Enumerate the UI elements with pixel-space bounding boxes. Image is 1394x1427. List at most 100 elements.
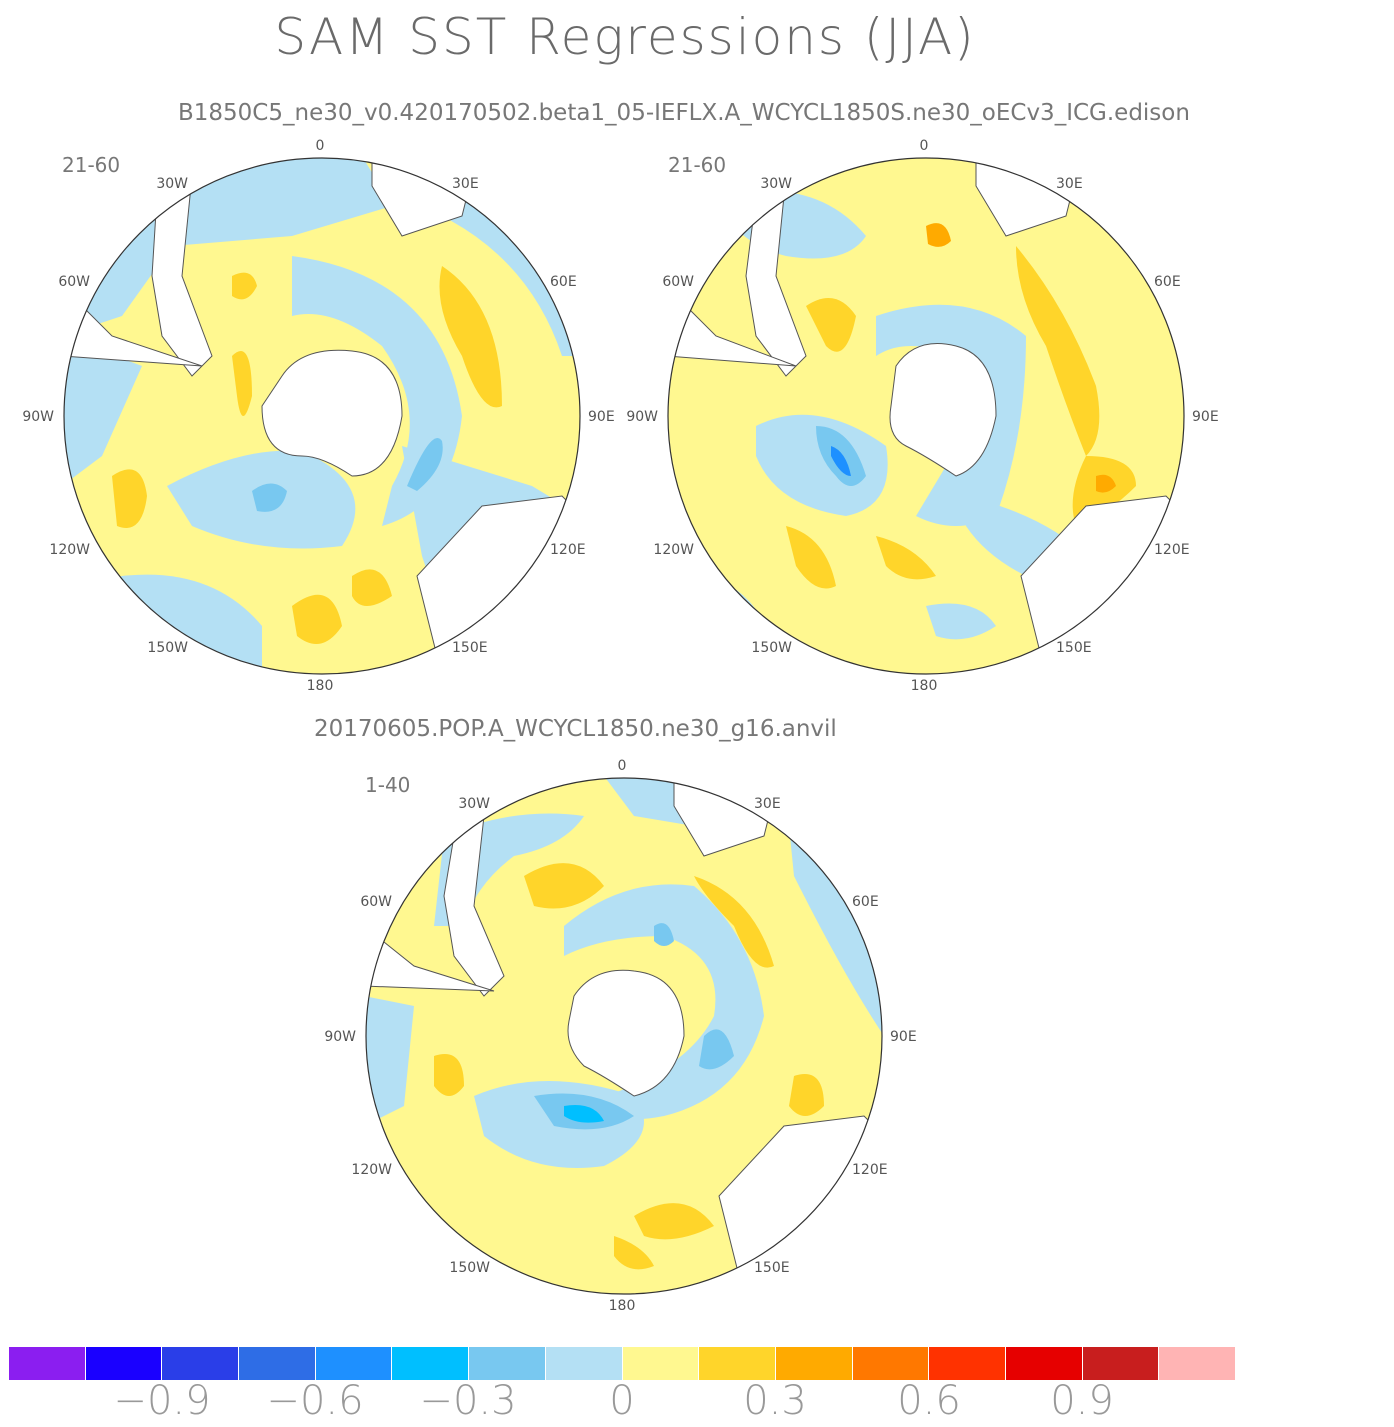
moderate-positive-anomaly — [789, 1074, 824, 1116]
map-panel-3: 0 30E 60E 90E 120E 150E 180 150W 120W 90… — [324, 758, 916, 1314]
negative-anomaly-region — [604, 778, 694, 826]
south-america-tip — [64, 284, 203, 367]
colorbar-swatch — [162, 1347, 240, 1380]
lon-label-30w: 30W — [760, 176, 792, 192]
moderate-positive-anomaly — [876, 536, 936, 580]
moderate-positive-anomaly — [786, 526, 836, 589]
colorbar-swatch — [315, 1347, 393, 1380]
lon-label-30w: 30W — [156, 176, 188, 192]
strong-positive-anomaly — [926, 223, 951, 247]
lon-label-30e: 30E — [754, 796, 781, 812]
moderate-positive-anomaly — [524, 863, 604, 909]
antarctica-landmass — [261, 349, 403, 477]
lon-label-150w: 150W — [449, 1260, 490, 1276]
figure-title: SAM SST Regressions (JJA) — [274, 8, 976, 66]
moderate-positive-anomaly — [806, 298, 856, 352]
lon-label-60w: 60W — [360, 894, 392, 910]
polar-map-2: 0 30E 60E 90E 120E 150E 180 150W 120W 90… — [626, 138, 1218, 694]
colorbar-swatch — [775, 1347, 853, 1380]
moderate-negative-anomaly — [252, 483, 287, 512]
colorbar-swatch — [1159, 1347, 1236, 1380]
colorbar-label: −0.6 — [266, 1378, 364, 1424]
lon-label-120e: 120E — [550, 542, 586, 558]
lon-label-60e: 60E — [1154, 274, 1181, 290]
map-panel-1: 0 30E 60E 90E 120E 150E 180 150W 120W 90… — [22, 138, 614, 694]
colorbar-label: 0.3 — [743, 1378, 807, 1424]
strong-positive-anomaly — [1096, 474, 1116, 493]
negative-anomaly-region — [926, 603, 996, 640]
colorbar — [9, 1347, 1236, 1380]
negative-anomaly-region — [64, 336, 142, 486]
moderate-positive-anomaly — [694, 876, 774, 968]
lon-label-30e: 30E — [1056, 176, 1083, 192]
lon-label-150w: 150W — [751, 640, 792, 656]
moderate-positive-anomaly — [112, 469, 147, 528]
moderate-positive-anomaly — [614, 1236, 654, 1270]
south-america-tip — [366, 924, 495, 992]
polar-map-3: 0 30E 60E 90E 120E 150E 180 150W 120W 90… — [324, 758, 916, 1314]
moderate-negative-anomaly — [407, 438, 443, 491]
colorbar-swatch — [469, 1347, 546, 1380]
moderate-negative-anomaly — [654, 923, 674, 946]
panel2-period: 21-60 — [668, 153, 727, 177]
lon-label-120e: 120E — [852, 1162, 888, 1178]
polar-map-1: 0 30E 60E 90E 120E 150E 180 150W 120W 90… — [22, 138, 614, 694]
colorbar-swatch — [9, 1347, 86, 1380]
moderate-positive-anomaly — [434, 1054, 464, 1096]
lon-label-180: 180 — [911, 678, 938, 694]
lon-label-120w: 120W — [653, 542, 694, 558]
colorbar-swatch — [852, 1347, 930, 1380]
lon-label-90w: 90W — [324, 1029, 356, 1045]
colorbar-label: 0.9 — [1050, 1378, 1114, 1424]
moderate-negative-anomaly — [699, 1029, 734, 1070]
colorbar-label: −0.9 — [113, 1378, 211, 1424]
lon-label-120e: 120E — [1154, 542, 1190, 558]
map-border — [365, 777, 883, 1295]
strong-negative-anomaly — [564, 1105, 604, 1123]
south-america-tip — [668, 284, 797, 367]
colorbar-swatch — [239, 1347, 316, 1380]
colorbar-swatch — [699, 1347, 776, 1380]
panel1-period: 21-60 — [62, 153, 121, 177]
lon-label-150w: 150W — [147, 640, 188, 656]
model2-label: 20170605.POP.A_WCYCL1850.ne30_g16.anvil — [314, 716, 837, 742]
lon-label-90e: 90E — [890, 1029, 917, 1045]
lon-label-0: 0 — [316, 138, 325, 154]
lon-label-90e: 90E — [588, 409, 615, 425]
map-panel-2: 0 30E 60E 90E 120E 150E 180 150W 120W 90… — [626, 138, 1218, 694]
colorbar-swatch — [392, 1347, 470, 1380]
colorbar-swatch — [85, 1347, 163, 1380]
model1-label: B1850C5_ne30_v0.420170502.beta1_05-IEFLX… — [178, 100, 1190, 126]
moderate-positive-anomaly — [232, 272, 257, 300]
south-america-landmass — [443, 814, 505, 997]
lon-label-60w: 60W — [58, 274, 90, 290]
lon-label-120w: 120W — [49, 542, 90, 558]
lon-label-60e: 60E — [852, 894, 879, 910]
negative-anomaly-region — [876, 304, 1026, 526]
negative-anomaly-region — [366, 996, 414, 1126]
map-border — [667, 157, 1185, 675]
lon-label-150e: 150E — [1056, 640, 1092, 656]
moderate-positive-anomaly — [352, 569, 392, 606]
colorbar-swatch — [929, 1347, 1006, 1380]
moderate-positive-anomaly — [1016, 246, 1100, 456]
colorbar-label: 0 — [609, 1378, 635, 1424]
moderate-positive-anomaly — [634, 1203, 714, 1240]
colorbar-label: −0.3 — [419, 1378, 517, 1424]
lon-label-150e: 150E — [754, 1260, 790, 1276]
lon-label-0: 0 — [920, 138, 929, 154]
lon-label-90e: 90E — [1192, 409, 1219, 425]
moderate-positive-anomaly — [292, 594, 342, 644]
panel3-period: 1-40 — [365, 773, 411, 797]
lon-label-90w: 90W — [22, 409, 54, 425]
map-border — [63, 157, 581, 675]
lon-label-60w: 60W — [662, 274, 694, 290]
lon-label-180: 180 — [307, 678, 334, 694]
strong-negative-anomaly — [831, 446, 851, 476]
antarctica-landmass — [889, 343, 997, 477]
lon-label-120w: 120W — [351, 1162, 392, 1178]
colorbar-swatch — [622, 1347, 700, 1380]
negative-anomaly-region — [756, 414, 888, 516]
antarctica-landmass — [567, 969, 685, 1097]
lon-label-0: 0 — [618, 758, 627, 774]
